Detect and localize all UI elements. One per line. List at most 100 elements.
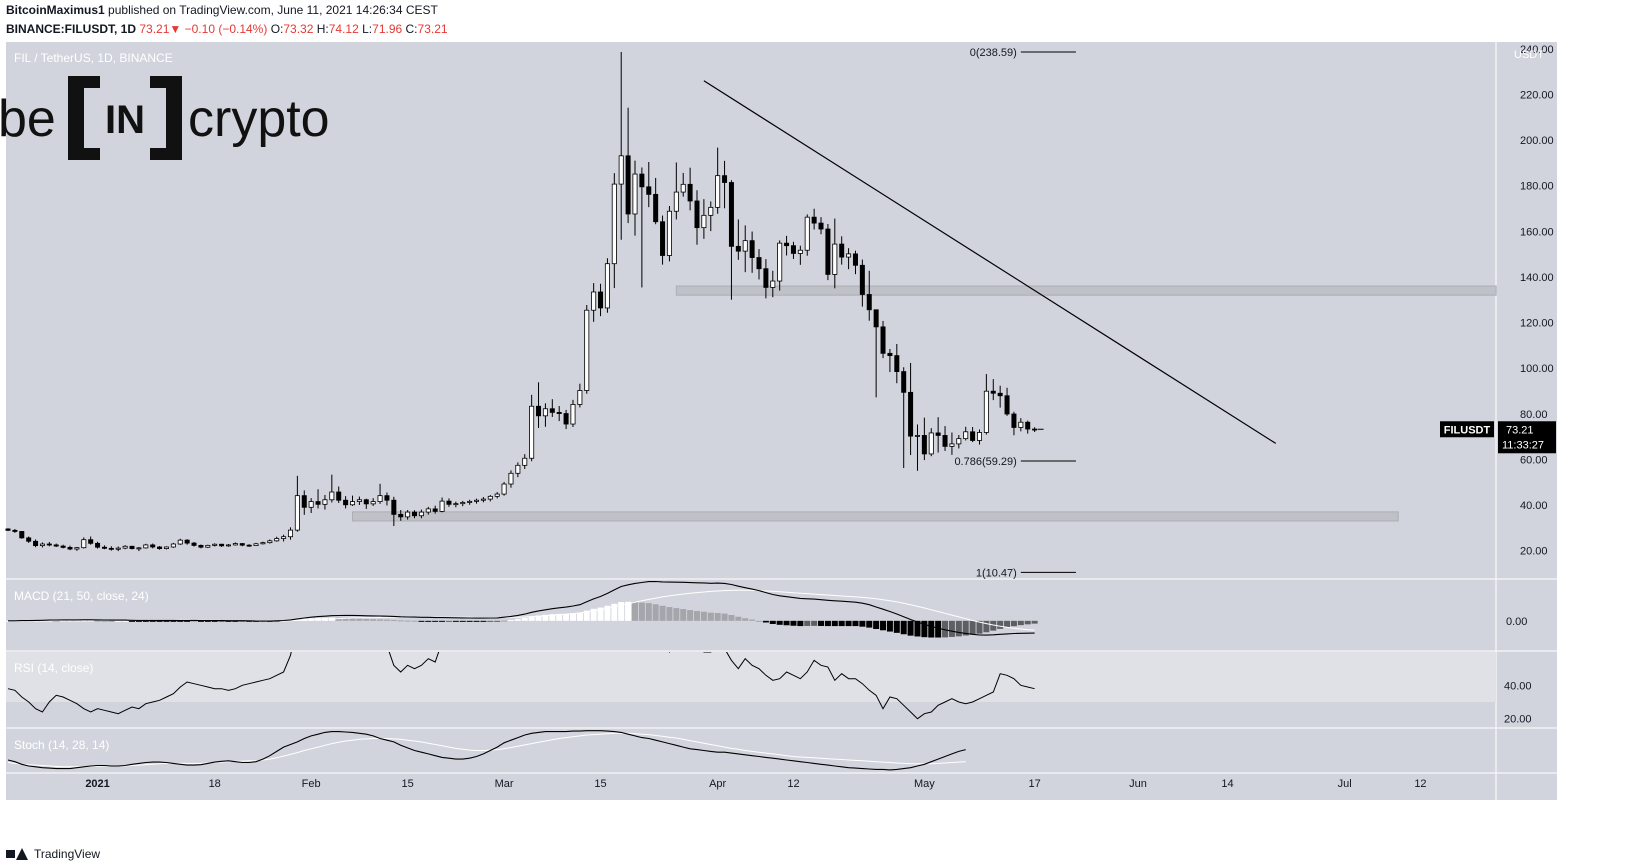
stoch-k-line <box>7 730 966 771</box>
macd-histogram-bar <box>680 609 687 621</box>
date-tick-label: Mar <box>495 778 514 790</box>
price-y-tick-label: 160.00 <box>1520 226 1554 238</box>
macd-histogram-bar <box>94 620 101 622</box>
candle-down <box>728 182 734 247</box>
candle-up <box>673 191 679 212</box>
price-tag-countdown: 11:33:27 <box>1502 439 1544 451</box>
candle-up <box>666 210 672 256</box>
candle-down <box>859 264 865 295</box>
candle-up <box>322 499 328 505</box>
candle-down <box>95 542 101 548</box>
candle-up <box>294 495 300 531</box>
macd-histogram-bar <box>590 608 597 621</box>
macd-histogram-bar <box>921 620 928 638</box>
macd-histogram-bar <box>852 620 859 627</box>
candle-up <box>983 390 989 433</box>
rsi-y-tick-label: 40.00 <box>1504 680 1532 692</box>
candle-down <box>129 545 135 549</box>
macd-histogram-bar <box>487 620 494 622</box>
macd-histogram-bar <box>39 620 46 622</box>
candle-down <box>398 513 404 518</box>
candle-down <box>53 544 59 547</box>
footer-brand[interactable]: TradingView <box>34 847 101 861</box>
candle-down <box>942 435 948 447</box>
macd-histogram-bar <box>631 601 638 621</box>
candle-down <box>5 528 11 531</box>
macd-histogram-bar <box>1024 620 1031 625</box>
macd-histogram-bar <box>1031 620 1038 624</box>
price-tag-value: 73.21 <box>1506 424 1534 436</box>
macd-histogram-bar <box>659 605 666 621</box>
macd-histogram-bar <box>625 601 632 621</box>
macd-histogram-bar <box>700 611 707 621</box>
candle-up <box>846 253 852 258</box>
date-tick-label: 12 <box>787 778 799 790</box>
macd-histogram-bar <box>811 620 818 626</box>
author-name[interactable]: BitcoinMaximus1 <box>6 3 105 17</box>
candle-down <box>391 499 397 515</box>
date-tick-label: 12 <box>1414 778 1426 790</box>
macd-histogram-bar <box>507 619 514 621</box>
macd-histogram-bar <box>535 615 542 621</box>
candle-up <box>914 435 920 437</box>
marks-layer <box>5 51 1556 771</box>
macd-histogram-bar <box>824 620 831 627</box>
candle-down <box>26 537 32 542</box>
price-y-tick-label: 40.00 <box>1520 500 1548 512</box>
macd-histogram-bar <box>439 620 446 622</box>
macd-histogram-bar <box>859 620 866 627</box>
macd-histogram-bar <box>18 620 25 622</box>
macd-histogram-bar <box>604 605 611 621</box>
macd-histogram-bar <box>873 620 880 629</box>
candle-down <box>33 540 39 547</box>
candle-up <box>494 493 500 497</box>
macd-histogram-bar <box>459 620 466 622</box>
candle-up <box>584 309 590 391</box>
text-layer: 20.0040.0060.0080.00100.00120.00140.0016… <box>14 44 1554 790</box>
chart-area[interactable]: be IN crypto 20.00 40.00 60.00 80.00 100.00 1… <box>0 42 1627 842</box>
candle-down <box>19 531 25 539</box>
candle-up <box>39 543 45 547</box>
candle-up <box>405 511 411 518</box>
date-tick-label: Jul <box>1338 778 1352 790</box>
fib-level-label: 1(10.47) <box>976 567 1017 579</box>
macd-histogram-bar <box>1017 620 1024 626</box>
macd-histogram-bar <box>735 616 742 621</box>
chart-svg[interactable]: be IN crypto 20.00 40.00 60.00 80.00 100.00 1… <box>0 42 1627 842</box>
macd-histogram-bar <box>521 617 528 621</box>
candle-up <box>956 438 962 445</box>
logo-bracket-gap <box>84 88 166 148</box>
candle-down <box>811 216 817 224</box>
candle-up <box>370 501 376 505</box>
logo-text-left: be <box>0 90 56 148</box>
macd-histogram-bar <box>480 620 487 622</box>
price-pane-title: FIL / TetherUS, 1D, BINANCE <box>14 51 173 65</box>
publish-line: BitcoinMaximus1 published on TradingView… <box>6 3 438 17</box>
date-tick-label: Apr <box>709 778 726 790</box>
down-arrow-icon: ▼ <box>169 22 182 36</box>
rsi-band <box>6 652 1496 702</box>
candle-down <box>646 186 652 195</box>
macd-histogram-bar <box>528 616 535 621</box>
macd-histogram-bar <box>569 613 576 621</box>
candle-up <box>212 543 218 546</box>
macd-histogram-bar <box>239 620 246 622</box>
candle-down <box>12 529 18 532</box>
candle-up <box>232 543 238 546</box>
macd-histogram-bar <box>25 620 32 622</box>
candle-down <box>625 155 631 215</box>
macd-histogram-bar <box>935 620 942 638</box>
macd-histogram-bar <box>900 620 907 635</box>
macd-histogram-bar <box>880 620 887 631</box>
macd-histogram-bar <box>749 619 756 621</box>
macd-histogram-bar <box>225 620 232 622</box>
candle-down <box>336 491 342 501</box>
price-value: 73.21 <box>139 22 170 36</box>
macd-histogram-bar <box>707 612 714 621</box>
candle-down <box>549 408 555 413</box>
macd-histogram-bar <box>87 620 94 622</box>
candle-up <box>501 483 507 495</box>
candle-down <box>446 500 452 505</box>
macd-histogram-bar <box>67 620 74 622</box>
macd-histogram-bar <box>818 620 825 626</box>
